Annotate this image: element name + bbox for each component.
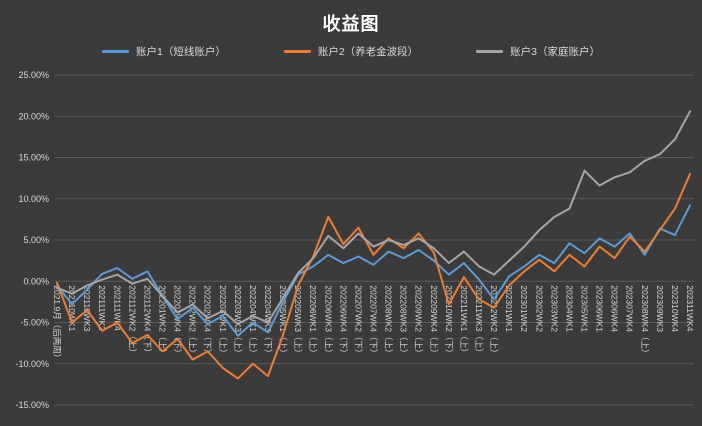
x-axis-tick-label: 202111WK2 [97, 285, 107, 331]
x-axis-tick-label: 202208WK3（上） [399, 285, 409, 357]
chart-title: 收益图 [322, 14, 380, 34]
y-axis-tick-label: 5.00% [23, 235, 49, 245]
legend: 账户1（短线账户） 账户2（养老金波段） 账户3（家庭账户） [0, 44, 702, 59]
legend-label-account2: 账户2（养老金波段） [317, 46, 419, 58]
x-axis-tick-label: 202211WK3（上） [474, 285, 484, 357]
x-axis-tick-label: 202301WK2 [519, 285, 529, 332]
series-line-account3 [56, 110, 691, 326]
x-axis-tick-label: 202206WK4（下） [338, 285, 348, 357]
x-axis-tick-label: 202202WK2（上） [188, 285, 198, 357]
series-line-account2 [56, 173, 691, 380]
x-axis-tick-label: 202309WK3 [655, 285, 665, 332]
y-axis-tick-label: 0.00% [23, 276, 49, 286]
legend-label-account3: 账户3（家庭账户） [510, 46, 601, 58]
x-axis-tick-label: 202209WK4（上） [429, 285, 439, 357]
x-axis-tick-label: 202308WK4（上） [640, 285, 650, 357]
x-axis-tick-label: 202311WK4 [685, 285, 695, 331]
legend-item-account3: 账户3（家庭账户） [476, 44, 600, 59]
x-axis-tick-label: 202209WK2（上） [414, 285, 424, 357]
y-axis-tick-label: 10.00% [18, 194, 49, 204]
legend-line-marker [283, 50, 311, 53]
x-axis-tick-label: 202303WK2 [549, 285, 559, 332]
x-axis-tick-label: 202305WK1 [580, 285, 590, 332]
y-axis-tick-label: -10.00% [15, 359, 49, 369]
x-axis-tick-label: 202202WK4（下） [203, 285, 213, 357]
x-axis-tick-label: 202203WK1（上） [218, 285, 228, 357]
x-axis-tick-label: 202306WK1 [595, 285, 605, 332]
x-axis-tick-label: 202307WK4 [625, 285, 635, 332]
x-axis-tick-label: 202205WK1（上） [278, 285, 288, 357]
x-axis-tick-label: 202112WK4（下） [142, 285, 152, 357]
x-axis-tick-label: 202207WK4（下） [369, 285, 379, 357]
x-axis-tick-label: 202204WK1（上） [248, 285, 258, 357]
x-axis-tick-label: 202211WK1（上） [459, 285, 469, 357]
x-axis-tick-label: 202207WK2（下） [353, 285, 363, 357]
x-axis-tick-label: 202201WK4（下） [173, 285, 183, 357]
legend-item-account2: 账户2（养老金波段） [283, 44, 419, 59]
legend-line-marker [101, 50, 129, 53]
x-axis-tick-label: 2021.9月（后两周） [52, 285, 62, 362]
legend-label-account1: 账户1（短线账户） [135, 46, 226, 58]
legend-item-account1: 账户1（短线账户） [101, 44, 226, 59]
x-axis-tick-label: 202206WK3（上） [323, 285, 333, 357]
x-axis-tick-label: 202210WK2（下） [444, 285, 454, 357]
x-axis-tick-label: 202110WK1 [67, 285, 77, 331]
x-axis-tick-label: 202301WK1 [504, 285, 514, 332]
x-axis-tick-label: 202306WK4 [610, 285, 620, 332]
x-axis-tick-label: 202206WK1（上） [308, 285, 318, 357]
x-axis-tick-label: 202310WK4 [670, 285, 680, 332]
x-axis-tick-label: 202112WK2（上） [127, 285, 137, 357]
y-axis-tick-label: -5.00% [20, 318, 49, 328]
x-axis-tick-label: 202203WK3（上） [233, 285, 243, 357]
x-axis-tick-label: 202212WK2（上） [489, 285, 499, 357]
x-axis-tick-label: 202201WK2（上） [158, 285, 168, 357]
x-axis-tick-label: 202205WK3（上） [293, 285, 303, 357]
x-axis-tick-label: 202110WK3 [82, 285, 92, 331]
y-axis-tick-label: 15.00% [18, 153, 49, 163]
x-axis-tick-label: 202304WK1 [564, 285, 574, 332]
legend-line-marker [476, 50, 504, 53]
y-axis-tick-label: 25.00% [18, 70, 49, 80]
x-axis-tick-label: 202111WK4 [112, 285, 122, 331]
y-axis-tick-label: 20.00% [18, 111, 49, 121]
x-axis-tick-label: 202208WK2（上） [384, 285, 394, 357]
x-axis-tick-label: 202302WK2 [534, 285, 544, 332]
y-axis-tick-label: -15.00% [15, 400, 49, 410]
